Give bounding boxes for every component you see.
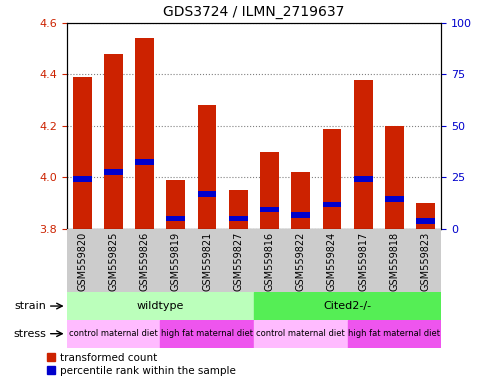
Text: stress: stress — [13, 329, 46, 339]
Bar — [348, 229, 379, 292]
Bar — [416, 218, 435, 224]
Bar — [317, 229, 348, 292]
Bar — [416, 203, 435, 229]
Text: GSM559825: GSM559825 — [108, 232, 118, 291]
Text: GSM559824: GSM559824 — [327, 232, 337, 291]
Bar — [198, 191, 216, 197]
Text: GSM559821: GSM559821 — [202, 232, 212, 291]
Text: GSM559823: GSM559823 — [421, 232, 430, 291]
Bar — [67, 229, 98, 292]
Bar — [160, 320, 254, 348]
Bar — [348, 320, 441, 348]
Bar — [385, 126, 404, 229]
Text: wildtype: wildtype — [137, 301, 184, 311]
Bar — [291, 172, 310, 229]
Bar — [160, 229, 191, 292]
Bar — [73, 176, 92, 182]
Text: GSM559820: GSM559820 — [77, 232, 87, 291]
Text: control maternal diet: control maternal diet — [69, 329, 158, 338]
Bar — [167, 216, 185, 222]
Text: strain: strain — [14, 301, 46, 311]
Bar — [285, 229, 317, 292]
Bar — [167, 180, 185, 229]
Bar — [129, 229, 160, 292]
Bar — [291, 212, 310, 218]
Bar — [410, 229, 441, 292]
Text: control maternal diet: control maternal diet — [256, 329, 345, 338]
Bar — [223, 229, 254, 292]
Bar — [322, 129, 341, 229]
Bar — [260, 152, 279, 229]
Bar — [104, 54, 123, 229]
Text: GSM559822: GSM559822 — [296, 232, 306, 291]
Bar — [254, 320, 348, 348]
Bar — [67, 320, 160, 348]
Text: GSM559819: GSM559819 — [171, 232, 181, 291]
Bar — [254, 292, 441, 320]
Title: GDS3724 / ILMN_2719637: GDS3724 / ILMN_2719637 — [163, 5, 345, 19]
Text: high fat maternal diet: high fat maternal diet — [349, 329, 440, 338]
Bar — [385, 197, 404, 202]
Text: high fat maternal diet: high fat maternal diet — [161, 329, 253, 338]
Bar — [73, 77, 92, 229]
Bar — [198, 105, 216, 229]
Bar — [191, 229, 223, 292]
Bar — [135, 38, 154, 229]
Bar — [354, 176, 373, 182]
Legend: transformed count, percentile rank within the sample: transformed count, percentile rank withi… — [47, 353, 236, 376]
Text: GSM559826: GSM559826 — [140, 232, 149, 291]
Text: GSM559816: GSM559816 — [265, 232, 275, 291]
Bar — [135, 159, 154, 165]
Bar — [229, 216, 247, 222]
Bar — [67, 292, 254, 320]
Bar — [322, 202, 341, 207]
Bar — [260, 207, 279, 212]
Bar — [254, 229, 285, 292]
Text: GSM559827: GSM559827 — [233, 232, 243, 291]
Text: GSM559817: GSM559817 — [358, 232, 368, 291]
Text: GSM559818: GSM559818 — [389, 232, 399, 291]
Bar — [379, 229, 410, 292]
Bar — [229, 190, 247, 229]
Bar — [98, 229, 129, 292]
Bar — [104, 169, 123, 175]
Text: Cited2-/-: Cited2-/- — [323, 301, 372, 311]
Bar — [354, 79, 373, 229]
